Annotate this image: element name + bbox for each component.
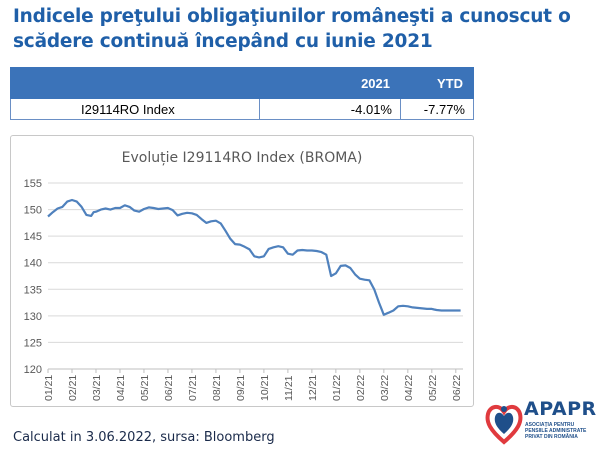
x-tick-label: 02/21 [67,375,79,401]
table-header-2021: 2021 [259,67,401,99]
source-footnote: Calculat in 3.06.2022, sursa: Bloomberg [13,430,275,445]
x-tick-label: 12/21 [307,375,319,401]
grid-lines [48,182,463,370]
x-axis-ticks: 01/21 02/21 03/21 04/21 05/21 06/21 07/21 08/21… [43,369,463,401]
apapr-logo: APAPR ASOCIAȚIA PENTRU PENSIILE ADMINIST… [484,396,596,450]
logo-heart-icon [485,405,523,445]
table-header-ytd: YTD [400,67,474,99]
x-tick-label: 01/21 [43,375,55,401]
table-header-empty [10,67,260,99]
logo-wordmark: APAPR [524,398,597,420]
x-tick-label: 09/21 [235,375,247,401]
table-cell-2021: -4.01% [259,98,401,120]
page-title: Indicele preţului obligaţiunilor româneş… [13,6,571,52]
x-tick-label: 04/21 [115,375,127,401]
x-tick-label: 04/22 [403,375,415,401]
summary-table: 2021 YTD I29114RO Index -4.01% -7.77% [10,67,474,120]
table-row: I29114RO Index -4.01% -7.77% [10,98,474,120]
y-tick-label: 125 [24,337,42,349]
y-axis-ticks: 120 125 130 135 140 145 150 155 [24,178,42,376]
x-tick-label: 11/21 [283,375,295,401]
table-header-row: 2021 YTD [10,67,474,99]
y-tick-label: 140 [24,258,42,270]
x-tick-label: 03/21 [91,375,103,401]
y-tick-label: 120 [24,364,42,376]
y-tick-label: 135 [24,284,42,296]
logo-subtitle: ASOCIAȚIA PENTRU PENSIILE ADMINISTRATE P… [525,422,587,440]
x-tick-label: 08/21 [211,375,223,401]
x-tick-label: 03/22 [379,375,391,401]
x-tick-label: 06/21 [163,375,175,401]
x-tick-label: 10/21 [259,375,271,401]
x-tick-label: 06/22 [451,375,463,401]
table-cell-index-name: I29114RO Index [10,98,260,120]
line-chart: Evoluție I29114RO Index (BROMA) 120 125 13… [10,135,474,407]
x-tick-label: 01/22 [331,375,343,401]
x-tick-label: 02/22 [355,375,367,401]
chart-svg: Evoluție I29114RO Index (BROMA) 120 125 13… [24,150,463,401]
table-cell-ytd: -7.77% [400,98,474,120]
y-tick-label: 150 [24,205,42,217]
y-tick-label: 145 [24,231,42,243]
series-line-i29114ro [47,198,461,316]
x-tick-label: 05/22 [427,375,439,401]
y-tick-label: 130 [24,311,42,323]
x-tick-label: 05/21 [139,375,151,401]
y-tick-label: 155 [24,178,42,190]
chart-title: Evoluție I29114RO Index (BROMA) [122,150,363,166]
x-tick-label: 07/21 [187,375,199,401]
